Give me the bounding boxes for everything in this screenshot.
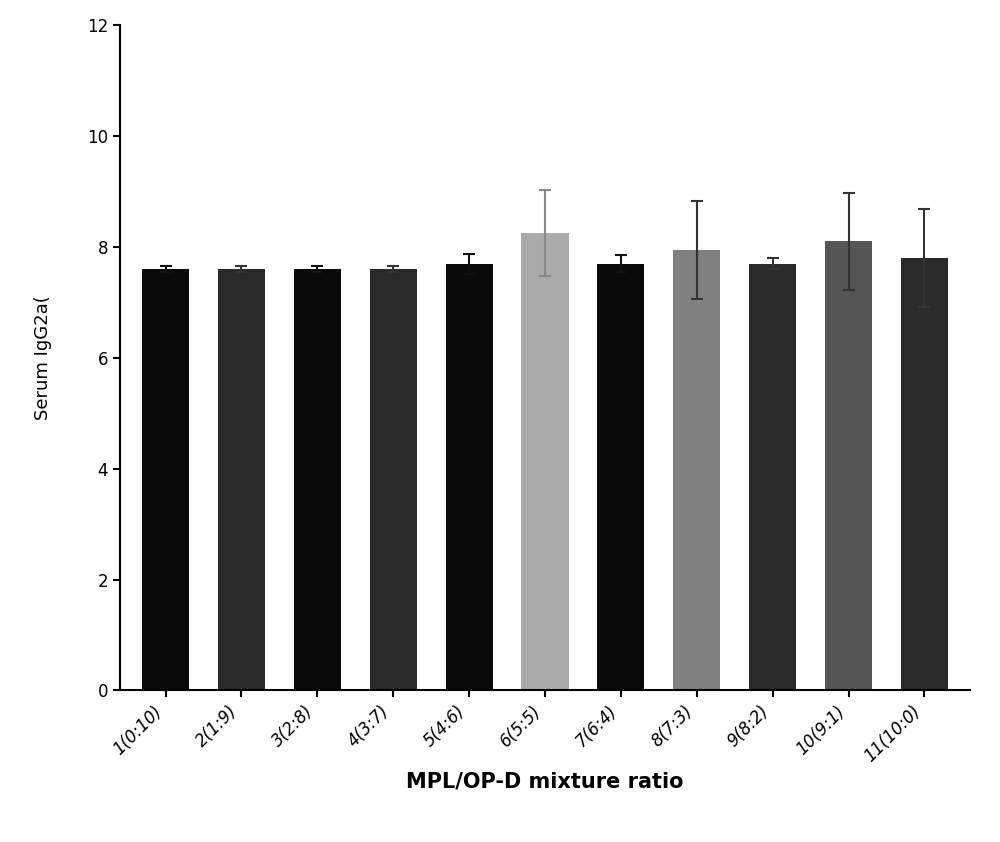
Text: Serum IgG2a(: Serum IgG2a( [34, 296, 52, 420]
Bar [446, 264, 493, 690]
Bar [142, 269, 189, 690]
Bar [597, 264, 644, 690]
Bar [218, 269, 265, 690]
Bar [370, 269, 417, 690]
X-axis label: MPL/OP-D mixture ratio: MPL/OP-D mixture ratio [406, 771, 684, 791]
Bar [294, 269, 341, 690]
Bar [673, 250, 720, 690]
Bar [901, 258, 948, 690]
Bar [521, 233, 569, 690]
Bar [825, 242, 872, 690]
Y-axis label: Serum IgG2a( Log 2 ) Titer after 7 days immuantion: Serum IgG2a( Log 2 ) Titer after 7 days … [0, 841, 1, 842]
Bar [749, 264, 796, 690]
